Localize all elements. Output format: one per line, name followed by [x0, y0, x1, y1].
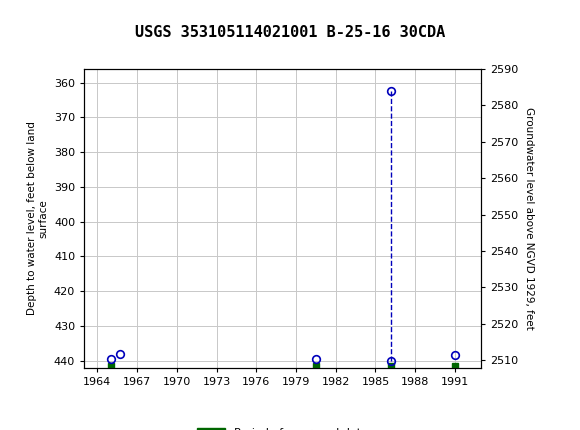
FancyBboxPatch shape: [3, 3, 55, 30]
Legend: Period of approved data: Period of approved data: [193, 424, 372, 430]
Text: USGS: USGS: [44, 7, 99, 25]
Text: ▒: ▒: [3, 0, 20, 33]
Text: USGS 353105114021001 B-25-16 30CDA: USGS 353105114021001 B-25-16 30CDA: [135, 25, 445, 40]
Y-axis label: Depth to water level, feet below land
surface: Depth to water level, feet below land su…: [27, 121, 48, 315]
Y-axis label: Groundwater level above NGVD 1929, feet: Groundwater level above NGVD 1929, feet: [524, 107, 534, 330]
